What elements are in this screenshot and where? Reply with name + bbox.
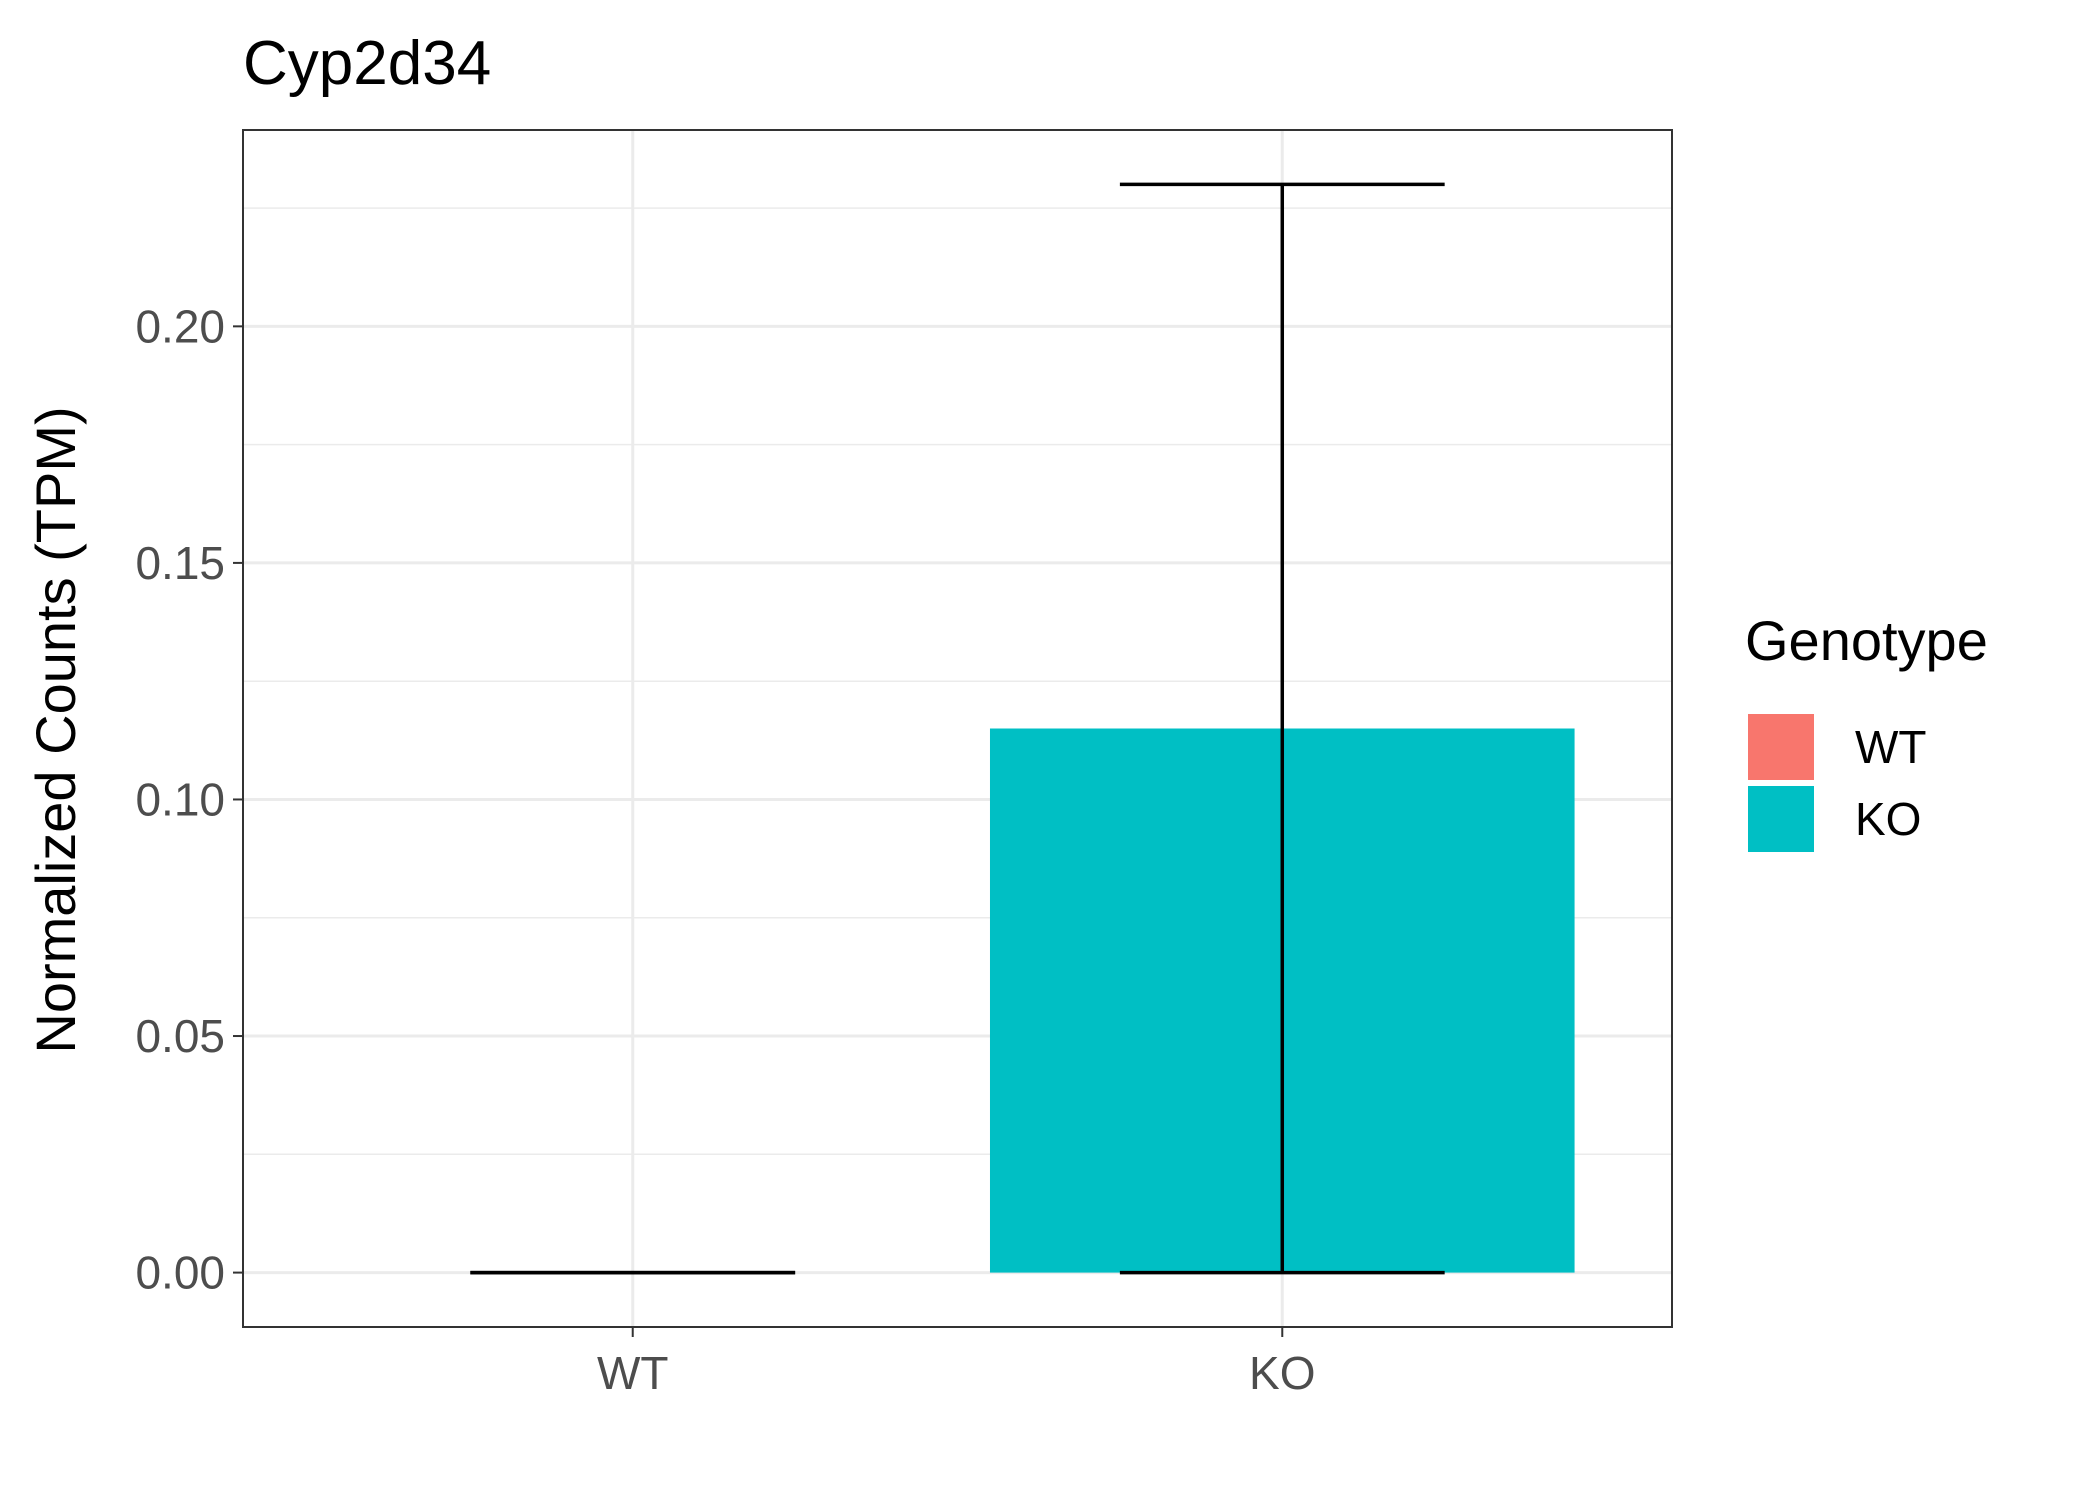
legend-key-wt — [1748, 714, 1814, 780]
error-bars — [470, 182, 1445, 1275]
y-tick-label: 0.05 — [135, 1010, 225, 1062]
x-tick-label: WT — [597, 1347, 669, 1399]
y-tick-label: 0.15 — [135, 537, 225, 589]
y-axis-ticks: 0.00 0.05 0.10 0.15 0.20 — [135, 300, 243, 1299]
legend-label: WT — [1855, 721, 1927, 773]
chart-title: Cyp2d34 — [243, 29, 491, 98]
x-axis-ticks: WT KO — [597, 1327, 1316, 1399]
plot-panel-border — [242, 129, 1673, 1328]
y-tick-label: 0.10 — [135, 773, 225, 825]
error-bar-ko — [1119, 182, 1445, 1275]
x-tick-label: KO — [1249, 1347, 1315, 1399]
legend-label: KO — [1855, 793, 1921, 845]
legend-key-ko — [1748, 786, 1814, 852]
legend: Genotype WT KO — [1745, 609, 1988, 852]
y-axis-title: Normalized Counts (TPM) — [24, 406, 87, 1053]
y-tick-label: 0.20 — [135, 300, 225, 352]
legend-title: Genotype — [1745, 609, 1988, 672]
y-tick-label: 0.00 — [135, 1247, 225, 1299]
